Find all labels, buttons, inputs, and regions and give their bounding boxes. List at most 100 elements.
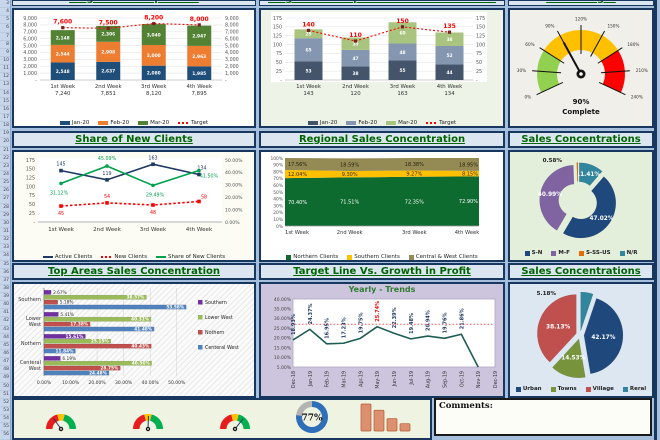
svg-text:2.67%: 2.67% [53,290,67,296]
svg-text:2,947: 2,947 [192,34,206,40]
svg-text:100: 100 [476,42,485,48]
svg-text:Southern: Southern [205,300,227,306]
svg-text:150: 150 [476,25,485,31]
svg-text:14.53%: 14.53% [561,356,585,362]
svg-text:30.00%: 30.00% [115,380,133,386]
svg-text:24.37%: 24.37% [308,304,314,325]
svg-text:2,963: 2,963 [192,54,206,60]
panel-title-text: Sales Concentrations [521,266,641,277]
svg-text:25.15%: 25.15% [91,339,110,345]
svg-text:19.75%: 19.75% [358,313,364,334]
svg-text:19.76%: 19.76% [443,312,449,333]
svg-text:1st Week: 1st Week [285,230,309,236]
panel-title-sales-target: Sales Target [508,0,654,6]
panel-title-text: Share of New Clients [75,134,193,145]
svg-text:1st Week: 1st Week [50,84,76,90]
svg-text:3,000: 3,000 [23,57,37,63]
svg-text:10%: 10% [273,217,283,223]
svg-text:18.59%: 18.59% [340,163,359,169]
mini-gauge-2 [117,402,179,436]
panel-title-target-line-growth: Target Line Vs. Growth in Profit [259,263,505,280]
gauge-chart: 0% 30% 60% 90% 120% 150% 180% 210% 240% 90% Comple… [510,10,652,126]
svg-text:125: 125 [476,34,485,40]
svg-text:Feb-19: Feb-19 [325,371,331,387]
growth-trend-chart-object[interactable]: Yearly - Trends 5.00% 10.00% 15.00% 20.00% 2… [259,282,505,398]
sales-concentrations-pie-object[interactable]: 5.18% 42.17% 14.53% 38.13% Urban Towns Villag… [508,282,654,398]
svg-text:125: 125 [273,34,282,40]
sales-target-gauge-object[interactable]: 0% 30% 60% 90% 120% 150% 180% 210% 240% 90% Comple… [508,8,654,128]
svg-text:70%: 70% [273,176,283,182]
svg-text:3,000: 3,000 [147,53,161,59]
regional-sales-chart-object[interactable]: 0% 10% 20% 30% 40% 50% 60% 70% 80% 90% 100% 70.40% 7… [259,150,505,262]
sales-concentrations-donut-object[interactable]: 11.41% 47.02% 40.99% 0.58% S-N M-F S-SS-US N/R [508,150,654,262]
chart-subtitle: Yearly - Trends [348,285,416,294]
chart-target-vs-comp-sales-object[interactable]: - -1,000 1,000 2,000 2,000 3,000 3,000 4,000 4,0… [12,8,256,128]
svg-text:Jun-19: Jun-19 [392,371,398,387]
svg-text:1,985: 1,985 [192,71,206,77]
share-of-new-clients-chart-object[interactable]: - 25 50 75 100 125 150 175 0.00% 10.00% 20.00% 30.0… [12,150,256,262]
svg-text:2,908: 2,908 [101,50,115,56]
svg-text:110: 110 [349,32,362,39]
svg-text:Southern: Southern [18,297,41,303]
svg-text:40.43%: 40.43% [131,344,150,350]
svg-text:7,000: 7,000 [23,30,37,36]
svg-text:4th Week: 4th Week [186,227,213,233]
svg-text:48: 48 [150,210,156,216]
panel-title-text: Sales Concentrations [521,134,641,145]
svg-text:7,600: 7,600 [53,19,72,26]
excel-row-header-gutter[interactable]: 3 4 5 6 7 8 9 10 11 12 13 14 15 16 17 18 19 20 21 22 23 24 25 2… [0,0,11,440]
svg-text:0.58%: 0.58% [543,158,563,164]
svg-text:45.09%: 45.09% [98,156,117,162]
svg-text:140: 140 [302,21,315,28]
chart-legend: Active Clients New Clients Share of New Cl… [14,251,254,260]
pie-chart: 5.18% 42.17% 14.53% 38.13% [510,284,652,383]
svg-text:125: 125 [26,176,35,182]
svg-text:11.41%: 11.41% [576,172,600,178]
top-areas-chart-object[interactable]: 0.00% 10.00% 20.00% 30.00% 40.00% 50.00% South… [12,282,256,398]
svg-text:41.48%: 41.48% [134,327,153,333]
kpi-strip[interactable]: 77% [12,398,432,440]
svg-text:38: 38 [352,71,358,77]
svg-text:72.35%: 72.35% [405,199,424,205]
chart-target-vs-completion-object[interactable]: - - 25 25 50 50 75 75 100 100 125 125 150 150 175 175 53… [259,8,505,128]
svg-text:Sep-19: Sep-19 [443,371,449,388]
svg-text:30.00%: 30.00% [225,183,243,189]
svg-text:7,500: 7,500 [99,19,118,26]
svg-text:35.00%: 35.00% [274,307,292,313]
mini-bar-chart [358,400,414,438]
chart-legend: Urban Towns Village Reral [510,383,652,395]
panel-title-text: Target Vs. Completion of Sales Achieved [260,1,504,5]
svg-text:17.23%: 17.23% [342,317,348,338]
svg-text:3,040: 3,040 [147,32,161,38]
svg-text:9.27%: 9.27% [406,172,422,178]
svg-text:8.15%: 8.15% [462,172,478,178]
svg-text:Nothern: Nothern [205,330,224,336]
stacked-bar-line-chart: - - 25 25 50 50 75 75 100 100 125 125 150 150 175 175 53… [261,10,503,117]
svg-text:4,000: 4,000 [225,50,239,56]
svg-text:90%: 90% [573,98,590,106]
svg-text:4th Week: 4th Week [455,230,479,236]
svg-text:38: 38 [446,37,452,43]
svg-text:8,000: 8,000 [225,23,239,29]
svg-text:134: 134 [197,166,206,172]
svg-text:3rd Week: 3rd Week [141,84,167,90]
svg-text:40%: 40% [273,197,283,203]
svg-text:1st Week: 1st Week [296,84,322,90]
svg-text:71.51%: 71.51% [340,200,359,206]
svg-text:Centeral: Centeral [20,360,41,366]
panel-title-text: Target Vs. Comp. Sales [13,1,255,5]
svg-text:75: 75 [276,51,282,57]
svg-text:9.30%: 9.30% [342,172,358,178]
svg-text:0.00%: 0.00% [37,380,52,386]
svg-text:Lower: Lower [26,316,42,322]
stacked-area-chart: 0% 10% 20% 30% 40% 50% 60% 70% 80% 90% 100% 70.40% 7… [261,152,503,251]
svg-text:7,240: 7,240 [55,91,71,97]
comments-box[interactable]: Comments: [434,398,652,436]
right-frame-edge [654,0,657,440]
svg-text:40.31%: 40.31% [131,317,150,323]
panel-title-text: Top Areas Sales Concentration [47,266,221,277]
svg-text:50.00%: 50.00% [225,158,243,164]
svg-text:7,000: 7,000 [225,30,239,36]
svg-text:8,200: 8,200 [144,15,163,22]
svg-text:7,895: 7,895 [192,91,207,97]
